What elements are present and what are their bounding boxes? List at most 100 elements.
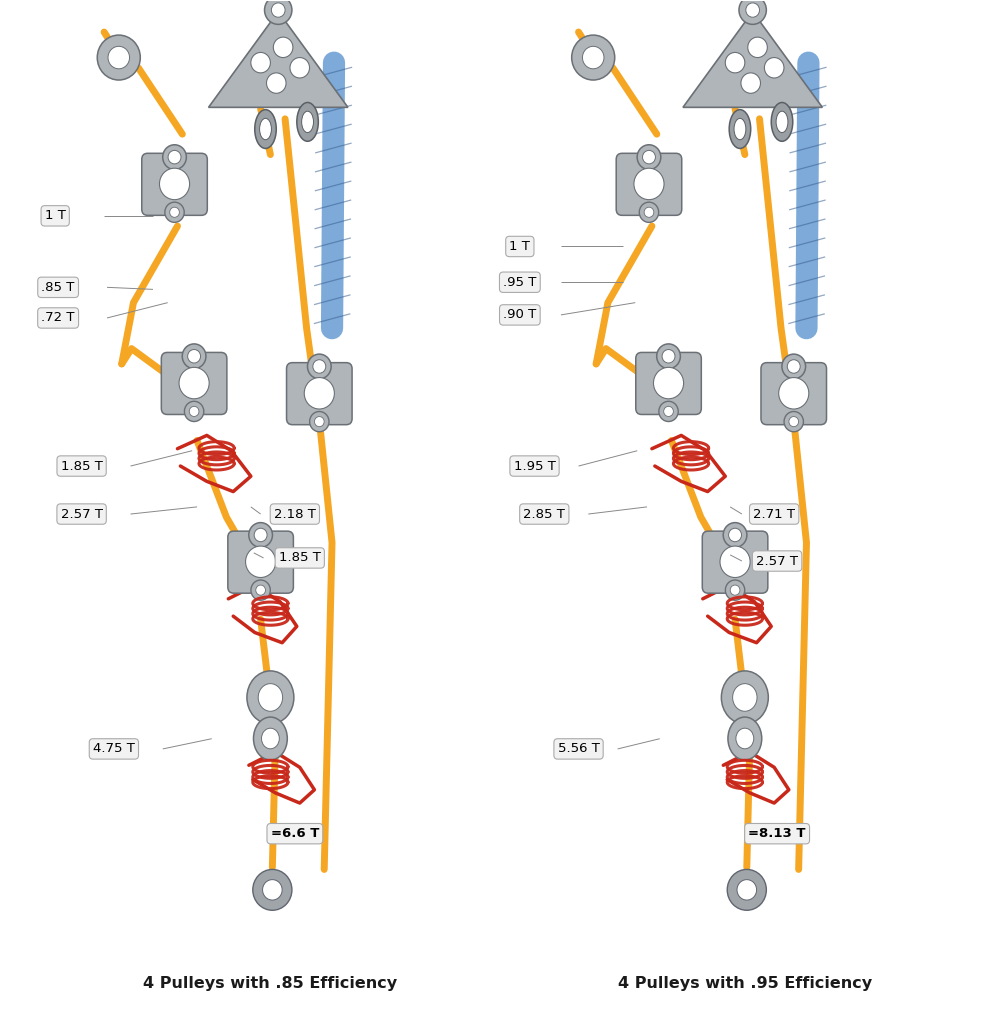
Circle shape bbox=[727, 869, 766, 910]
Ellipse shape bbox=[258, 684, 283, 712]
Circle shape bbox=[789, 417, 799, 427]
Text: 5.56 T: 5.56 T bbox=[557, 742, 599, 756]
Circle shape bbox=[634, 168, 664, 200]
Circle shape bbox=[251, 580, 271, 600]
Ellipse shape bbox=[734, 119, 746, 139]
FancyBboxPatch shape bbox=[161, 352, 227, 415]
Ellipse shape bbox=[733, 684, 757, 712]
Circle shape bbox=[779, 378, 808, 409]
Text: 2.85 T: 2.85 T bbox=[524, 508, 565, 520]
Circle shape bbox=[739, 0, 766, 25]
Ellipse shape bbox=[729, 110, 750, 148]
Circle shape bbox=[313, 359, 326, 373]
Circle shape bbox=[788, 359, 800, 373]
Circle shape bbox=[725, 580, 745, 600]
Circle shape bbox=[748, 37, 767, 57]
Circle shape bbox=[720, 546, 750, 578]
Circle shape bbox=[645, 207, 653, 217]
FancyBboxPatch shape bbox=[286, 362, 352, 425]
FancyBboxPatch shape bbox=[702, 531, 768, 593]
Circle shape bbox=[643, 151, 655, 164]
Circle shape bbox=[97, 35, 140, 80]
Circle shape bbox=[170, 207, 180, 217]
Polygon shape bbox=[683, 11, 822, 108]
Circle shape bbox=[664, 407, 673, 417]
Text: 2.57 T: 2.57 T bbox=[61, 508, 103, 520]
Circle shape bbox=[730, 585, 740, 595]
Circle shape bbox=[290, 57, 310, 78]
Circle shape bbox=[253, 869, 292, 910]
Text: 2.57 T: 2.57 T bbox=[756, 555, 799, 567]
Polygon shape bbox=[209, 11, 348, 108]
Text: 2.18 T: 2.18 T bbox=[274, 508, 316, 520]
Ellipse shape bbox=[736, 728, 753, 749]
Circle shape bbox=[729, 528, 742, 542]
Circle shape bbox=[659, 401, 678, 422]
Text: 1.95 T: 1.95 T bbox=[514, 460, 555, 472]
Circle shape bbox=[572, 35, 615, 80]
Circle shape bbox=[784, 412, 803, 432]
Circle shape bbox=[168, 151, 181, 164]
FancyBboxPatch shape bbox=[616, 154, 682, 215]
Circle shape bbox=[741, 73, 760, 93]
Ellipse shape bbox=[260, 119, 272, 139]
FancyBboxPatch shape bbox=[228, 531, 293, 593]
Text: 4 Pulleys with .85 Efficiency: 4 Pulleys with .85 Efficiency bbox=[143, 976, 397, 991]
Circle shape bbox=[165, 202, 184, 222]
Text: 1.85 T: 1.85 T bbox=[61, 460, 103, 472]
Circle shape bbox=[764, 57, 784, 78]
Circle shape bbox=[265, 0, 292, 25]
Circle shape bbox=[263, 880, 283, 900]
Ellipse shape bbox=[297, 102, 318, 141]
Circle shape bbox=[267, 73, 286, 93]
Text: .72 T: .72 T bbox=[41, 311, 75, 325]
Circle shape bbox=[304, 378, 335, 409]
Circle shape bbox=[187, 349, 200, 362]
Text: 4.75 T: 4.75 T bbox=[93, 742, 134, 756]
Circle shape bbox=[272, 3, 285, 17]
Circle shape bbox=[274, 37, 293, 57]
Circle shape bbox=[108, 46, 129, 69]
Text: 4 Pulleys with .95 Efficiency: 4 Pulleys with .95 Efficiency bbox=[618, 976, 872, 991]
Text: =8.13 T: =8.13 T bbox=[749, 827, 805, 840]
Circle shape bbox=[163, 144, 186, 170]
Circle shape bbox=[189, 407, 199, 417]
Circle shape bbox=[251, 52, 271, 73]
Ellipse shape bbox=[247, 671, 294, 724]
Text: 2.71 T: 2.71 T bbox=[753, 508, 796, 520]
Circle shape bbox=[640, 202, 658, 222]
Circle shape bbox=[315, 417, 324, 427]
Circle shape bbox=[662, 349, 675, 362]
FancyBboxPatch shape bbox=[142, 154, 207, 215]
Circle shape bbox=[637, 144, 661, 170]
Ellipse shape bbox=[728, 717, 761, 760]
Ellipse shape bbox=[776, 112, 788, 132]
Circle shape bbox=[725, 52, 745, 73]
Ellipse shape bbox=[721, 671, 768, 724]
Text: 1.85 T: 1.85 T bbox=[279, 552, 321, 564]
Circle shape bbox=[184, 401, 204, 422]
Circle shape bbox=[245, 546, 276, 578]
FancyBboxPatch shape bbox=[636, 352, 701, 415]
Circle shape bbox=[746, 3, 759, 17]
Circle shape bbox=[583, 46, 604, 69]
Ellipse shape bbox=[255, 110, 277, 148]
Circle shape bbox=[310, 412, 329, 432]
Circle shape bbox=[249, 522, 273, 548]
Text: .85 T: .85 T bbox=[41, 281, 75, 294]
Circle shape bbox=[656, 344, 681, 369]
Text: .95 T: .95 T bbox=[503, 275, 537, 289]
Circle shape bbox=[307, 354, 332, 379]
Circle shape bbox=[653, 368, 684, 398]
Circle shape bbox=[254, 528, 267, 542]
Circle shape bbox=[737, 880, 756, 900]
Circle shape bbox=[182, 344, 206, 369]
FancyBboxPatch shape bbox=[761, 362, 827, 425]
Text: .90 T: .90 T bbox=[503, 308, 537, 322]
Circle shape bbox=[256, 585, 266, 595]
Ellipse shape bbox=[253, 717, 287, 760]
Circle shape bbox=[723, 522, 747, 548]
Circle shape bbox=[180, 368, 209, 398]
Circle shape bbox=[160, 168, 189, 200]
Ellipse shape bbox=[301, 112, 314, 132]
